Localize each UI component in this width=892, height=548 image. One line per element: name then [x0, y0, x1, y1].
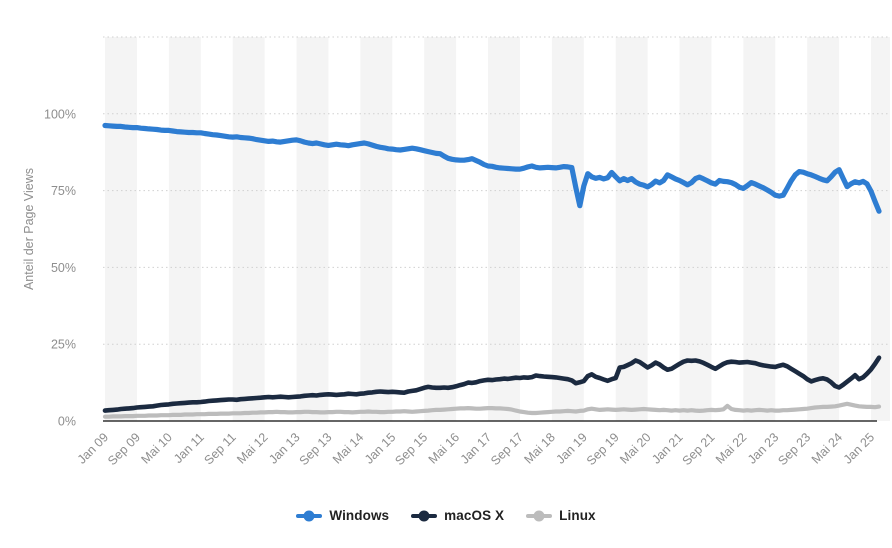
- x-tick-label: Mai 24: [809, 430, 845, 466]
- x-tick-label: Mai 14: [330, 430, 366, 466]
- plot-stripe: [424, 37, 457, 421]
- x-tick-label: Sep 13: [297, 430, 335, 468]
- x-tick-label: Jan 25: [841, 430, 877, 466]
- chart-legend: Windows macOS X Linux: [0, 508, 892, 523]
- y-tick-label: 0%: [58, 415, 76, 429]
- y-tick-label: 25%: [51, 338, 76, 352]
- x-tick-label: Jan 19: [553, 430, 589, 466]
- linux-line-marker-icon: [526, 510, 553, 522]
- x-tick-label: Mai 20: [617, 430, 653, 466]
- plot-stripe: [679, 37, 712, 421]
- plot-stripe: [488, 37, 520, 421]
- plot-stripe: [296, 37, 329, 421]
- plot-stripe: [232, 37, 265, 421]
- x-tick-label: Jan 11: [171, 430, 207, 466]
- plot-stripe: [105, 37, 137, 421]
- x-tick-label: Jan 23: [745, 430, 781, 466]
- x-tick-label: Jan 21: [649, 430, 685, 466]
- x-tick-label: Sep 17: [488, 430, 526, 468]
- legend-label-macos: macOS X: [444, 508, 505, 523]
- x-tick-label: Sep 21: [680, 430, 718, 468]
- x-tick-label: Jan 09: [75, 430, 111, 466]
- legend-item-macos[interactable]: macOS X: [411, 508, 504, 523]
- x-tick-label: Mai 12: [234, 430, 270, 466]
- plot-stripe: [551, 37, 584, 421]
- x-tick-label: Sep 09: [105, 430, 143, 468]
- plot-stripe: [743, 37, 776, 421]
- plot-stripe: [615, 37, 648, 421]
- series-line-linux[interactable]: [102, 401, 882, 419]
- windows-line-marker-icon: [296, 510, 323, 522]
- legend-item-linux[interactable]: Linux: [526, 508, 596, 523]
- y-tick-label: 50%: [51, 261, 76, 275]
- x-tick-label: Sep 11: [202, 430, 239, 467]
- plot-stripe: [360, 37, 393, 421]
- plot-stripe: [807, 37, 840, 421]
- y-axis-title: Anteil der Page Views: [22, 168, 36, 290]
- y-tick-label: 100%: [44, 107, 76, 121]
- x-tick-label: Sep 19: [584, 430, 622, 468]
- x-tick-label: Mai 22: [713, 430, 749, 466]
- legend-item-windows[interactable]: Windows: [296, 508, 389, 523]
- plot-stripe: [168, 37, 201, 421]
- x-tick-label: Mai 16: [426, 430, 462, 466]
- plot-stripe: [871, 37, 890, 421]
- x-tick-label: Sep 15: [392, 430, 430, 468]
- os-market-share-line-chart: 0% 25% 50% 75% 100% Anteil der Page Views Jan …: [22, 36, 890, 468]
- y-tick-label: 75%: [51, 184, 76, 198]
- x-tick-label: Mai 18: [522, 430, 558, 466]
- x-tick-label: Jan 13: [266, 430, 302, 466]
- x-tick-label: Jan 17: [458, 430, 494, 466]
- x-tick-label: Mai 10: [139, 430, 175, 466]
- series-line-windows[interactable]: [102, 122, 882, 214]
- x-tick-label: Jan 15: [362, 430, 398, 466]
- legend-label-linux: Linux: [559, 508, 596, 523]
- series-line-macos-x[interactable]: [102, 355, 882, 413]
- x-tick-label: Sep 23: [775, 430, 813, 468]
- legend-label-windows: Windows: [329, 508, 390, 523]
- macos-line-marker-icon: [411, 510, 438, 522]
